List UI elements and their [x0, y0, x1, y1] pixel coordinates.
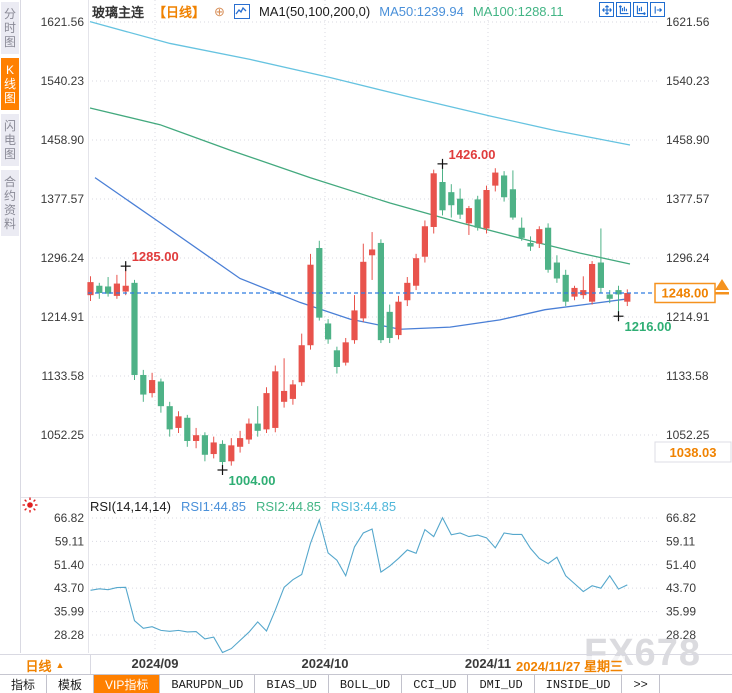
svg-text:59.11: 59.11 [666, 534, 695, 548]
chart-header: 玻璃主连 【日线】 ⊕ MA1(50,100,200,0) MA50:1239.… [92, 2, 564, 21]
svg-text:1377.57: 1377.57 [666, 192, 710, 206]
x-axis-tick-2: 2024/11 [461, 656, 515, 671]
indicator-toolbar: 指标 模板 VIP指标 BARUPDN_UD BIAS_UD BOLL_UD CCI_UD D… [0, 674, 732, 693]
svg-text:43.70: 43.70 [54, 581, 84, 595]
rsi3-value-label: RSI3:44.85 [331, 499, 397, 514]
toolbar-item-2[interactable]: VIP指标 [94, 675, 161, 693]
ma100-value-label: MA100:1288.11 [472, 4, 564, 19]
svg-text:59.11: 59.11 [55, 534, 84, 548]
x-axis-tick-1: 2024/10 [298, 656, 352, 671]
ma50-value-label: MA50:1239.94 [379, 4, 464, 19]
sidebar-tab-1[interactable]: K线图 [1, 58, 19, 110]
svg-text:1038.03: 1038.03 [670, 445, 717, 460]
x-axis-row: 日线 ▲ 2024/09 2024/10 2024/11 2024/11/27 星期… [0, 654, 732, 675]
svg-text:1133.58: 1133.58 [42, 369, 85, 383]
current-date-label: 2024/11/27 星期三 [514, 656, 625, 675]
toolbar-item-3[interactable]: BARUPDN_UD [160, 675, 256, 693]
sidebar-tab-3[interactable]: 合约资料 [1, 170, 19, 236]
chart-tool-icons [599, 2, 665, 17]
grid [20, 0, 732, 653]
svg-text:1248.00: 1248.00 [662, 285, 709, 300]
period-tag[interactable]: 【日线】 [153, 5, 206, 20]
toolbar-item-6[interactable]: CCI_UD [402, 675, 469, 693]
svg-text:1296.24: 1296.24 [41, 251, 85, 265]
svg-text:1621.56: 1621.56 [41, 15, 85, 29]
svg-text:51.40: 51.40 [666, 558, 696, 572]
ma-line-ma100 [89, 107, 631, 265]
rsi-line [90, 516, 628, 654]
svg-text:1004.00: 1004.00 [229, 473, 276, 488]
svg-text:1052.25: 1052.25 [666, 428, 710, 442]
toolbar-item-7[interactable]: DMI_UD [468, 675, 535, 693]
svg-text:1458.90: 1458.90 [666, 133, 710, 147]
svg-text:28.28: 28.28 [54, 628, 84, 642]
go-to-latest-icon[interactable] [650, 2, 665, 17]
svg-text:35.99: 35.99 [54, 605, 84, 619]
sidebar-tab-2[interactable]: 闪电图 [1, 114, 19, 166]
price-markers: 1285.00 1004.00 1426.00 1216.00 [120, 147, 672, 488]
ma-line-ma200 [89, 21, 631, 146]
rsi-settings-icon[interactable] [22, 497, 38, 513]
svg-text:1216.00: 1216.00 [625, 319, 672, 334]
svg-text:1285.00: 1285.00 [132, 249, 179, 264]
svg-text:66.82: 66.82 [666, 511, 696, 525]
add-indicator-icon[interactable]: ⊕ [214, 3, 225, 19]
fit-y-axis-icon[interactable] [616, 2, 631, 17]
toolbar-item-5[interactable]: BOLL_UD [329, 675, 403, 693]
period-up-arrow-icon: ▲ [55, 660, 65, 670]
svg-text:35.99: 35.99 [666, 605, 696, 619]
period-selector-label: 日线 [25, 658, 52, 674]
pan-crosshair-icon[interactable] [599, 2, 614, 17]
svg-text:1214.91: 1214.91 [41, 310, 85, 324]
rsi-title: RSI(14,14,14) [90, 499, 171, 514]
sidebar-tab-0[interactable]: 分时图 [1, 2, 19, 54]
svg-text:51.40: 51.40 [54, 558, 84, 572]
fit-chart-icon[interactable] [633, 2, 648, 17]
price-axis-labels: 1621.56 1621.56 1540.23 1540.23 1458.90 1458.… [41, 15, 710, 642]
svg-text:1052.25: 1052.25 [41, 428, 85, 442]
svg-text:1458.90: 1458.90 [41, 133, 85, 147]
svg-text:1426.00: 1426.00 [449, 147, 496, 162]
rsi2-value-label: RSI2:44.85 [255, 499, 322, 514]
rsi-header: RSI(14,14,14) RSI1:44.85 RSI2:44.85 RSI3… [90, 499, 396, 514]
svg-text:1621.56: 1621.56 [666, 15, 710, 29]
svg-text:1540.23: 1540.23 [666, 74, 710, 88]
svg-text:1377.57: 1377.57 [41, 192, 85, 206]
rsi1-value-label: RSI1:44.85 [180, 499, 246, 514]
period-selector[interactable]: 日线 ▲ [0, 655, 91, 675]
toolbar-item-4[interactable]: BIAS_UD [255, 675, 329, 693]
x-axis-tick-0: 2024/09 [128, 656, 182, 671]
toolbar-item-1[interactable]: 模板 [47, 675, 95, 693]
toolbar-item-9[interactable]: >> [622, 675, 660, 693]
ma-settings-label: MA1(50,100,200,0) [258, 4, 371, 19]
toolbar-item-0[interactable]: 指标 [0, 675, 48, 693]
ma-chart-icon [233, 4, 250, 19]
current-price-box: 1248.00 [654, 282, 716, 304]
svg-text:66.82: 66.82 [54, 511, 84, 525]
latest-price-arrow-icon[interactable] [715, 279, 729, 295]
svg-text:1133.58: 1133.58 [666, 369, 709, 383]
symbol-name: 玻璃主连 [92, 5, 145, 20]
svg-text:1214.91: 1214.91 [666, 310, 710, 324]
svg-text:43.70: 43.70 [666, 581, 696, 595]
secondary-price-box: 1038.03 [654, 441, 732, 463]
svg-text:1296.24: 1296.24 [666, 251, 710, 265]
toolbar-spacer [660, 675, 732, 693]
svg-text:1540.23: 1540.23 [41, 74, 85, 88]
chart-type-sidebar: 分时图 K线图闪电图合约资料 [0, 0, 21, 653]
svg-text:28.28: 28.28 [666, 628, 696, 642]
toolbar-item-8[interactable]: INSIDE_UD [535, 675, 623, 693]
candles [87, 163, 631, 471]
